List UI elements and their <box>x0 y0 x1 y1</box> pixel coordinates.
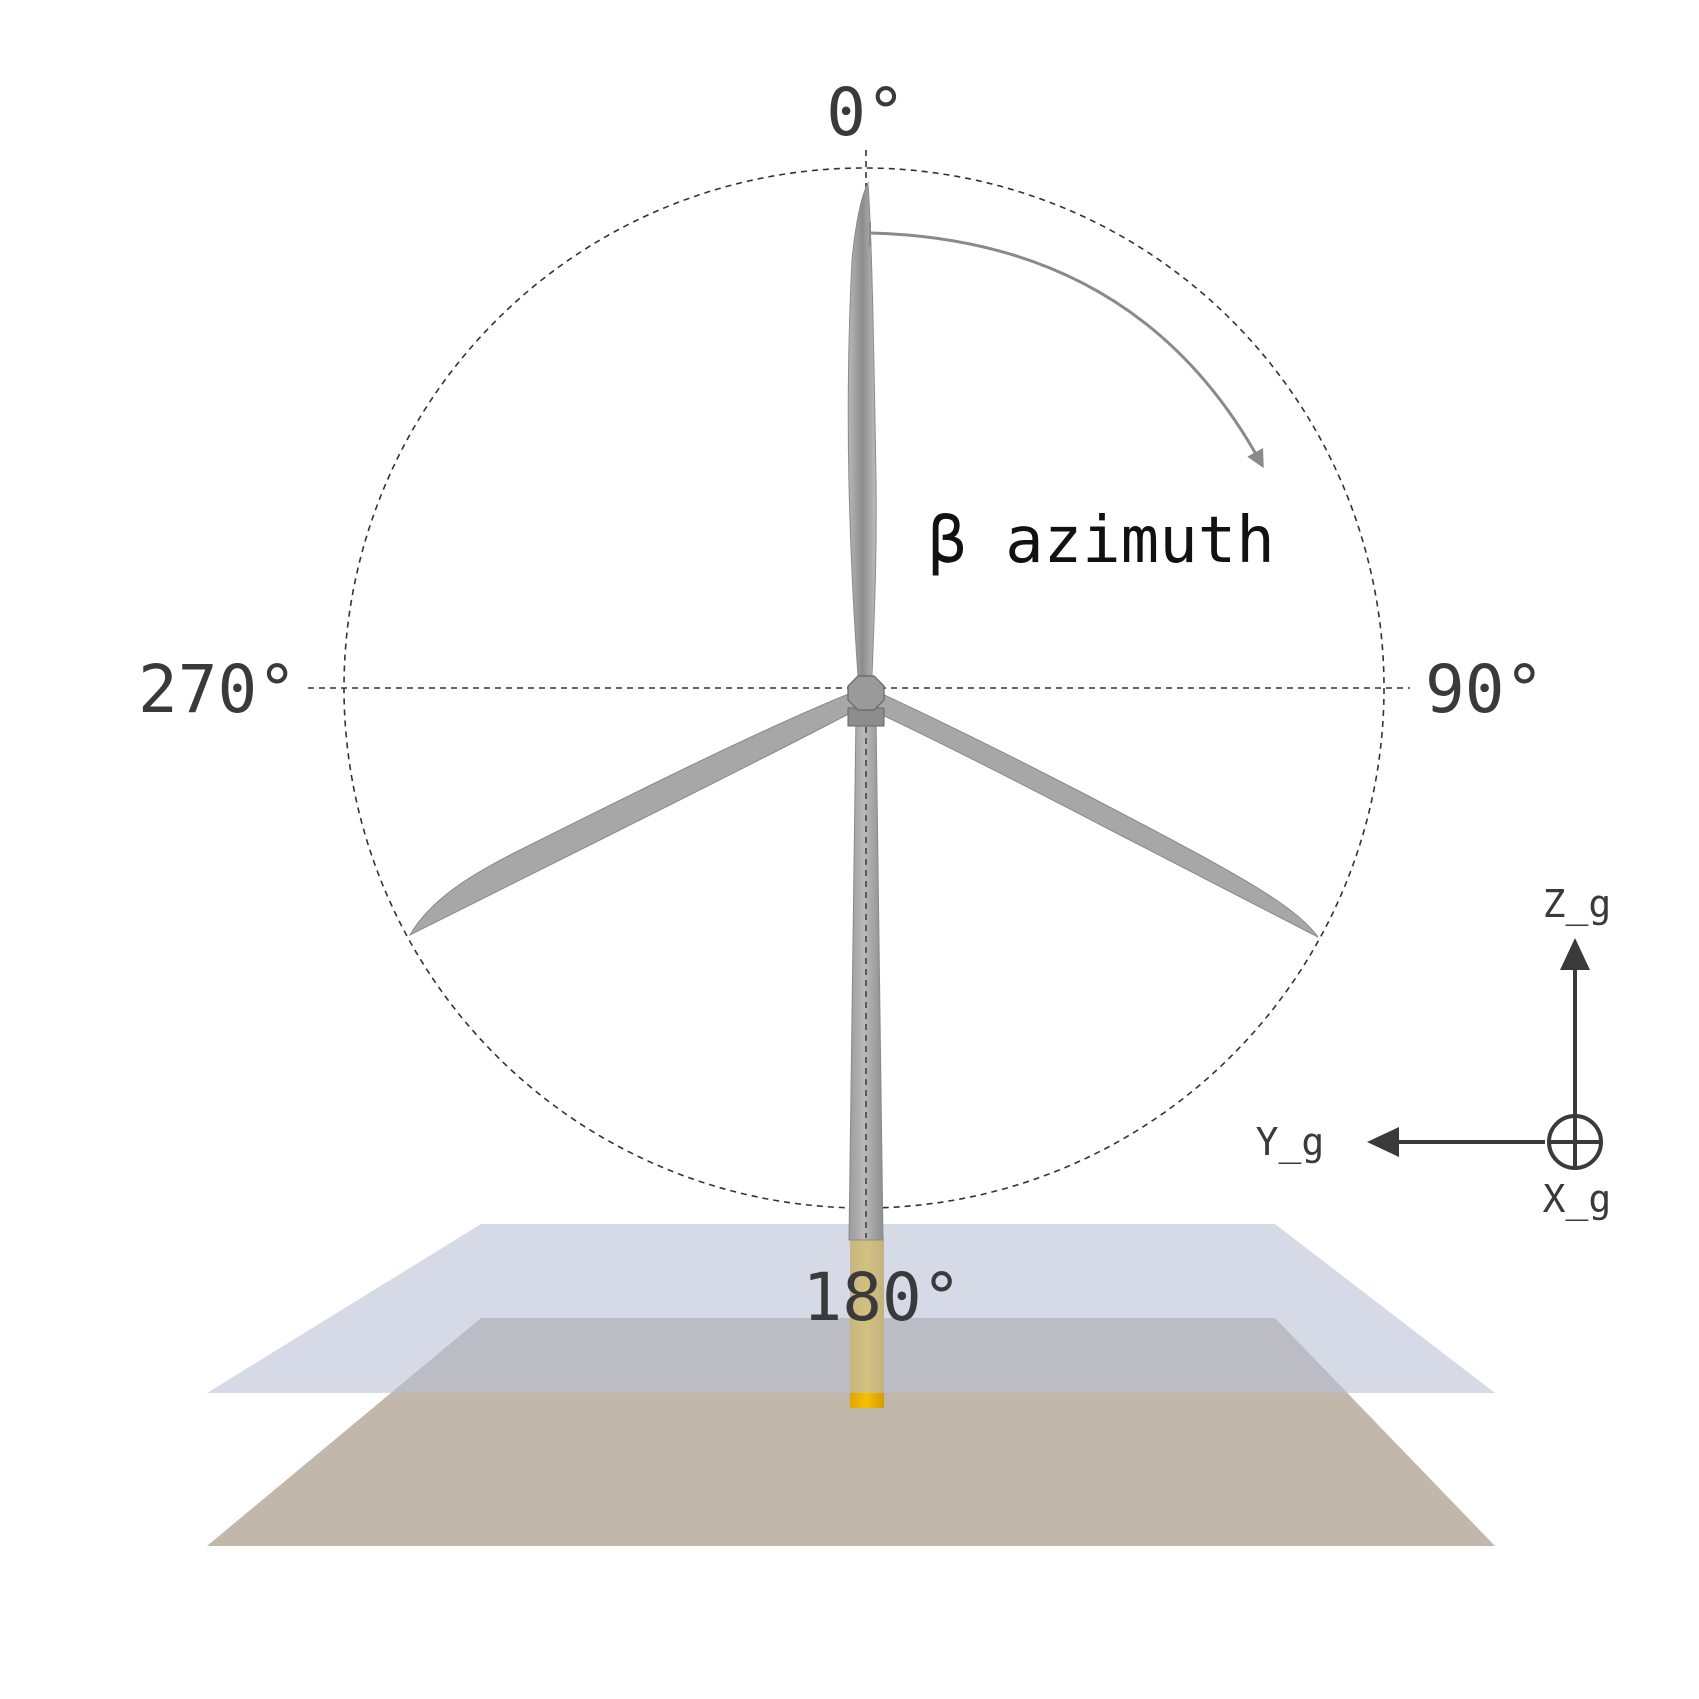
z-axis-label: Z_g <box>1543 882 1612 927</box>
azimuth-arrow <box>870 231 1264 469</box>
water-surface-plane <box>207 1224 1495 1393</box>
nacelle <box>847 707 885 727</box>
label-0-deg: 0° <box>826 74 905 151</box>
label-180-deg: 180° <box>803 1259 962 1336</box>
y-axis-arrowhead <box>1367 1127 1399 1157</box>
y-axis-label: Y_g <box>1256 1120 1325 1165</box>
blade-left <box>408 692 857 937</box>
coordinate-axes: Z_g Y_g X_g <box>1256 882 1612 1222</box>
z-axis-arrowhead <box>1560 938 1590 970</box>
blade-up <box>847 181 877 677</box>
label-270-deg: 270° <box>138 651 297 728</box>
x-axis-label: X_g <box>1543 1177 1612 1222</box>
label-90-deg: 90° <box>1425 651 1544 728</box>
blade-right <box>875 692 1319 938</box>
hub <box>847 675 885 711</box>
azimuth-label: β azimuth <box>928 504 1275 578</box>
